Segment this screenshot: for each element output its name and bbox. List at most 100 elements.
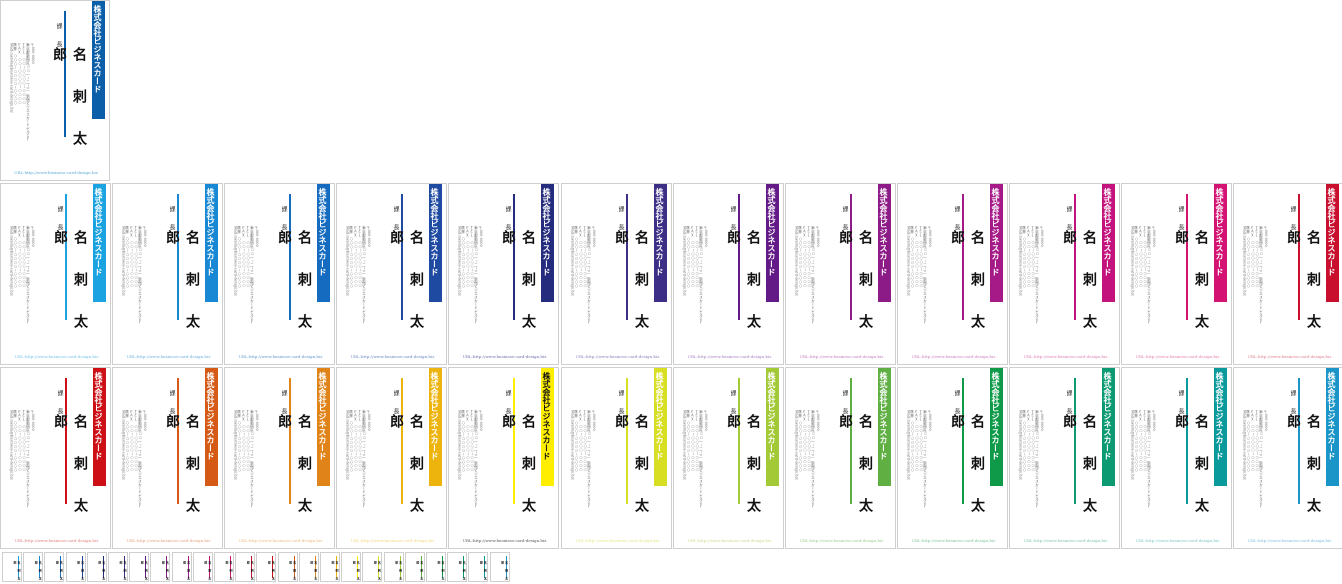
business-card-thumb-3[interactable]: 名 刺 太 郎 — [44, 552, 65, 582]
contact-line: 〒000-0000 — [1151, 226, 1156, 247]
contact-info: 〒000-0000 東京都新宿区○○一－二－三 新宿ビジネスカードビル１Ｆ ＴＥＬ … — [570, 410, 595, 530]
accent-line — [962, 378, 964, 504]
website-url: URL:http://www.business-card-design.biz — [126, 538, 211, 543]
business-card-row1-2[interactable]: 株式会社ビジネスカード課 長名 刺 太 郎〒000-0000 東京都新宿区○○一－… — [112, 183, 223, 365]
accent-line — [18, 556, 19, 578]
business-card-row1-3[interactable]: 株式会社ビジネスカード課 長名 刺 太 郎〒000-0000 東京都新宿区○○一－… — [224, 183, 335, 365]
business-card-row2-4[interactable]: 株式会社ビジネスカード課 長名 刺 太 郎〒000-0000 東京都新宿区○○一－… — [336, 367, 447, 549]
business-card-row1-12[interactable]: 株式会社ビジネスカード課 長名 刺 太 郎〒000-0000 東京都新宿区○○一－… — [1233, 183, 1342, 365]
person-name: 名 刺 太 郎 — [225, 561, 233, 581]
business-card-thumb-6[interactable]: 名 刺 太 郎 — [108, 552, 128, 582]
job-title: 課 長 — [1065, 206, 1072, 233]
contact-line: 携帯 ○○○－○○○○－○○○○ — [349, 410, 354, 472]
contact-line: ＴＥＬ ○○－○○○○－○○○○ — [807, 226, 812, 288]
business-card-row2-11[interactable]: 株式会社ビジネスカード課 長名 刺 太 郎〒000-0000 東京都新宿区○○一－… — [1121, 367, 1232, 549]
contact-line: ＦＡＸ ○○－○○○○－○○○○ — [241, 410, 246, 472]
business-card-thumb-22[interactable]: 名 刺 太 郎 — [447, 552, 468, 582]
contact-line: 携帯 ○○○－○○○○－○○○○ — [125, 410, 130, 472]
business-card-thumb-16[interactable]: 名 刺 太 郎 — [320, 552, 340, 582]
business-card-thumb-14[interactable]: 名 刺 太 郎 — [277, 552, 298, 582]
business-card-row1-10[interactable]: 株式会社ビジネスカード課 長名 刺 太 郎〒000-0000 東京都新宿区○○一－… — [1009, 183, 1120, 365]
business-card-thumb-24[interactable]: 名 刺 太 郎 — [489, 552, 510, 582]
business-card-thumb-12[interactable]: 名 刺 太 郎 — [235, 552, 256, 582]
business-card-thumb-19[interactable]: 名 刺 太 郎 — [383, 552, 404, 582]
business-card-thumb-1[interactable]: 名 刺 太 郎 — [2, 552, 22, 582]
contact-line: 携帯 ○○○－○○○○－○○○○ — [910, 226, 915, 288]
contact-line: ＦＡＸ ○○－○○○○－○○○○ — [690, 226, 695, 288]
business-card-row2-9[interactable]: 株式会社ビジネスカード課 長名 刺 太 郎〒000-0000 東京都新宿区○○一－… — [897, 367, 1008, 549]
business-card-thumb-8[interactable]: 名 刺 太 郎 — [150, 552, 171, 582]
business-card-thumb-2[interactable]: 名 刺 太 郎 — [23, 552, 44, 582]
business-card-row1-5[interactable]: 株式会社ビジネスカード課 長名 刺 太 郎〒000-0000 東京都新宿区○○一－… — [448, 183, 559, 365]
contact-line: ＴＥＬ ○○－○○○○－○○○○ — [1031, 410, 1036, 472]
business-card-row1-11[interactable]: 株式会社ビジネスカード課 長名 刺 太 郎〒000-0000 東京都新宿区○○一－… — [1121, 183, 1232, 365]
business-card-thumb-11[interactable]: 名 刺 太 郎 — [214, 552, 234, 582]
business-card-row2-3[interactable]: 株式会社ビジネスカード課 長名 刺 太 郎〒000-0000 東京都新宿区○○一－… — [224, 367, 335, 549]
business-card-thumb-17[interactable]: 名 刺 太 郎 — [341, 552, 362, 582]
contact-info: 〒000-0000 東京都新宿区○○一－二－三 新宿ビジネスカードビル１Ｆ ＴＥＬ … — [1130, 410, 1155, 530]
business-card-featured[interactable]: 株式会社ビジネスカード課 長名 刺 太 郎〒000-0000 東京都新宿区○○一－… — [0, 0, 110, 181]
business-card-thumb-4[interactable]: 名 刺 太 郎 — [65, 552, 86, 582]
company-name-bar: 株式会社ビジネスカード — [990, 184, 1003, 302]
person-name: 名 刺 太 郎 — [725, 230, 761, 356]
business-card-row1-4[interactable]: 株式会社ビジネスカード課 長名 刺 太 郎〒000-0000 東京都新宿区○○一－… — [336, 183, 447, 365]
contact-line: 東京都新宿区○○一－二－三 新宿ビジネスカードビル１Ｆ — [250, 226, 255, 324]
business-card-thumb-15[interactable]: 名 刺 太 郎 — [298, 552, 319, 582]
business-card-row2-1[interactable]: 株式会社ビジネスカード課 長名 刺 太 郎〒000-0000 東京都新宿区○○一－… — [0, 367, 111, 549]
business-card-row1-7[interactable]: 株式会社ビジネスカード課 長名 刺 太 郎〒000-0000 東京都新宿区○○一－… — [673, 183, 784, 365]
website-url: URL:http://www.business-card-design.biz — [238, 538, 323, 543]
business-card-row1-9[interactable]: 株式会社ビジネスカード課 長名 刺 太 郎〒000-0000 東京都新宿区○○一－… — [897, 183, 1008, 365]
business-card-thumb-18[interactable]: 名 刺 太 郎 — [362, 552, 383, 582]
contact-line: 〒000-0000 — [30, 226, 35, 247]
business-card-thumb-7[interactable]: 名 刺 太 郎 — [129, 552, 150, 582]
business-card-thumb-9[interactable]: 名 刺 太 郎 — [171, 552, 192, 582]
person-name: 名 刺 太 郎 — [276, 414, 312, 540]
business-card-thumb-23[interactable]: 名 刺 太 郎 — [468, 552, 489, 582]
business-card-row2-10[interactable]: 株式会社ビジネスカード課 長名 刺 太 郎〒000-0000 東京都新宿区○○一－… — [1009, 367, 1120, 549]
business-card-row2-12[interactable]: 株式会社ビジネスカード課 長名 刺 太 郎〒000-0000 東京都新宿区○○一－… — [1233, 367, 1342, 549]
contact-line: Mail:meishi@business-card-design.biz — [345, 226, 350, 296]
business-card-row1-6[interactable]: 株式会社ビジネスカード課 長名 刺 太 郎〒000-0000 東京都新宿区○○一－… — [561, 183, 672, 365]
accent-line — [60, 556, 62, 578]
job-title: 課 長 — [841, 206, 848, 233]
contact-line: ＦＡＸ ○○－○○○○－○○○○ — [465, 410, 470, 472]
business-card-row1-1[interactable]: 株式会社ビジネスカード課 長名 刺 太 郎〒000-0000 東京都新宿区○○一－… — [0, 183, 111, 365]
business-card-thumb-21[interactable]: 名 刺 太 郎 — [426, 552, 446, 582]
business-card-row1-8[interactable]: 株式会社ビジネスカード課 長名 刺 太 郎〒000-0000 東京都新宿区○○一－… — [785, 183, 896, 365]
business-card-row2-2[interactable]: 株式会社ビジネスカード課 長名 刺 太 郎〒000-0000 東京都新宿区○○一－… — [112, 367, 223, 549]
business-card-thumb-10[interactable]: 名 刺 太 郎 — [192, 552, 213, 582]
website-url: URL:http://www.business-card-design.biz — [1023, 354, 1108, 359]
company-name-bar: 株式会社ビジネスカード — [654, 368, 667, 486]
business-card-row2-8[interactable]: 株式会社ビジネスカード課 長名 刺 太 郎〒000-0000 東京都新宿区○○一－… — [785, 367, 896, 549]
contact-line: Mail:meishi@business-card-design.biz — [9, 226, 14, 296]
contact-line: ＦＡＸ ○○－○○○○－○○○○ — [1026, 410, 1031, 472]
contact-line: ＦＡＸ ○○－○○○○－○○○○ — [17, 43, 22, 105]
contact-info: 〒000-0000 東京都新宿区○○一－二－三 新宿ビジネスカードビル１Ｆ ＴＥＬ … — [794, 410, 819, 530]
person-name: 名 刺 太 郎 — [182, 561, 191, 581]
job-title: 課 長 — [56, 206, 63, 233]
business-card-thumb-5[interactable]: 名 刺 太 郎 — [86, 552, 107, 582]
contact-line: 携帯 ○○○－○○○○－○○○○ — [13, 410, 18, 472]
business-card-thumb-20[interactable]: 名 刺 太 郎 — [404, 552, 425, 582]
contact-line: Mail:meishi@business-card-design.biz — [906, 226, 911, 296]
contact-info: 〒000-0000 東京都新宿区○○一－二－三 新宿ビジネスカードビル１Ｆ ＴＥＬ … — [457, 226, 482, 346]
contact-line: 〒000-0000 — [30, 410, 35, 431]
contact-info: 〒000-0000 東京都新宿区○○一－二－三 新宿ビジネスカードビル１Ｆ ＴＥＬ … — [1242, 226, 1267, 346]
contact-line: ＴＥＬ ○○－○○○○－○○○○ — [134, 226, 139, 288]
job-title: 課 長 — [953, 390, 960, 417]
contact-line: ＦＡＸ ○○－○○○○－○○○○ — [129, 410, 134, 472]
company-name-bar: 株式会社ビジネスカード — [1214, 184, 1227, 302]
business-card-row2-5[interactable]: 株式会社ビジネスカード課 長名 刺 太 郎〒000-0000 東京都新宿区○○一－… — [448, 367, 559, 549]
company-name-bar: 株式会社ビジネスカード — [654, 184, 667, 302]
contact-line: 東京都新宿区○○一－二－三 新宿ビジネスカードビル１Ｆ — [1147, 410, 1152, 508]
business-card-row2-6[interactable]: 株式会社ビジネスカード課 長名 刺 太 郎〒000-0000 東京都新宿区○○一－… — [561, 367, 672, 549]
job-title: 課 長 — [504, 390, 511, 417]
person-name: 名 刺 太 郎 — [1285, 230, 1321, 356]
website-url: URL:http://www.business-card-design.biz — [687, 354, 772, 359]
contact-line: 東京都新宿区○○一－二－三 新宿ビジネスカードビル１Ｆ — [26, 43, 31, 141]
job-title: 課 長 — [1289, 390, 1296, 417]
business-card-row2-7[interactable]: 株式会社ビジネスカード課 長名 刺 太 郎〒000-0000 東京都新宿区○○一－… — [673, 367, 784, 549]
business-card-thumb-13[interactable]: 名 刺 太 郎 — [256, 552, 277, 582]
contact-line: ＦＡＸ ○○－○○○○－○○○○ — [802, 226, 807, 288]
accent-line — [39, 556, 41, 578]
